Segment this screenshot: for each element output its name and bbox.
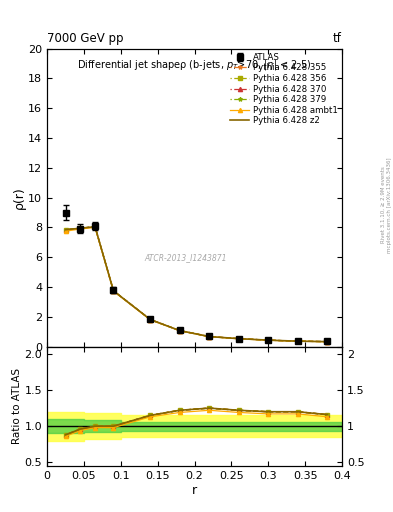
Pythia 6.428 356 [266, 337, 270, 343]
Pythia 6.428 356 [178, 328, 182, 334]
Pythia 6.428 ambt1 [237, 336, 241, 342]
Pythia 6.428 379 [207, 333, 212, 339]
Pythia 6.428 370 [78, 225, 83, 231]
Pythia 6.428 356 [325, 338, 330, 345]
Pythia 6.428 370 [148, 316, 152, 323]
Pythia 6.428 z2 [296, 338, 300, 344]
Text: mcplots.cern.ch [arXiv:1306.3436]: mcplots.cern.ch [arXiv:1306.3436] [387, 157, 391, 252]
Pythia 6.428 356 [78, 225, 83, 231]
Line: Pythia 6.428 ambt1: Pythia 6.428 ambt1 [64, 225, 329, 344]
Pythia 6.428 ambt1 [148, 317, 152, 323]
Pythia 6.428 355 [207, 333, 212, 339]
Y-axis label: Ratio to ATLAS: Ratio to ATLAS [12, 368, 22, 444]
Text: tf: tf [333, 32, 342, 45]
Pythia 6.428 ambt1 [63, 228, 68, 234]
Pythia 6.428 379 [325, 338, 330, 345]
Pythia 6.428 355 [237, 335, 241, 342]
Pythia 6.428 z2 [63, 227, 68, 233]
Pythia 6.428 356 [63, 227, 68, 233]
Pythia 6.428 379 [93, 224, 97, 230]
Pythia 6.428 z2 [237, 335, 241, 342]
Y-axis label: ρ(r): ρ(r) [13, 186, 26, 209]
Pythia 6.428 355 [148, 316, 152, 323]
Line: Pythia 6.428 356: Pythia 6.428 356 [64, 225, 329, 344]
Pythia 6.428 370 [111, 288, 116, 294]
Pythia 6.428 355 [325, 338, 330, 345]
Legend: ATLAS, Pythia 6.428 355, Pythia 6.428 356, Pythia 6.428 370, Pythia 6.428 379, P: ATLAS, Pythia 6.428 355, Pythia 6.428 35… [229, 51, 339, 127]
Pythia 6.428 356 [296, 338, 300, 344]
Text: 7000 GeV pp: 7000 GeV pp [47, 32, 124, 45]
Text: ATCR-2013_I1243871: ATCR-2013_I1243871 [145, 253, 227, 262]
Line: Pythia 6.428 379: Pythia 6.428 379 [64, 225, 329, 344]
Pythia 6.428 z2 [266, 337, 270, 343]
Line: Pythia 6.428 355: Pythia 6.428 355 [64, 225, 329, 344]
Pythia 6.428 370 [178, 328, 182, 334]
Pythia 6.428 379 [111, 288, 116, 294]
Line: Pythia 6.428 z2: Pythia 6.428 z2 [66, 227, 327, 342]
Pythia 6.428 355 [78, 225, 83, 231]
Pythia 6.428 370 [63, 227, 68, 233]
Pythia 6.428 z2 [93, 224, 97, 230]
Pythia 6.428 355 [178, 328, 182, 334]
Text: Differential jet shapeρ (b-jets, $p_{T}$>70, $|\eta|$ < 2.5): Differential jet shapeρ (b-jets, $p_{T}$… [77, 57, 312, 72]
Pythia 6.428 356 [237, 335, 241, 342]
Pythia 6.428 370 [296, 338, 300, 344]
Pythia 6.428 356 [148, 316, 152, 323]
Pythia 6.428 ambt1 [207, 334, 212, 340]
Pythia 6.428 355 [111, 288, 116, 294]
Pythia 6.428 z2 [207, 333, 212, 339]
Pythia 6.428 ambt1 [325, 339, 330, 345]
Pythia 6.428 ambt1 [78, 226, 83, 232]
Pythia 6.428 ambt1 [93, 224, 97, 230]
Pythia 6.428 370 [266, 337, 270, 343]
Pythia 6.428 355 [63, 227, 68, 233]
Pythia 6.428 379 [296, 338, 300, 344]
Text: Rivet 3.1.10, ≥ 2.9M events: Rivet 3.1.10, ≥ 2.9M events [381, 166, 386, 243]
Pythia 6.428 ambt1 [266, 337, 270, 344]
Pythia 6.428 370 [207, 333, 212, 339]
Pythia 6.428 ambt1 [178, 328, 182, 334]
Pythia 6.428 355 [93, 224, 97, 230]
Pythia 6.428 355 [266, 337, 270, 343]
Pythia 6.428 379 [237, 335, 241, 342]
Pythia 6.428 356 [93, 224, 97, 230]
Pythia 6.428 z2 [148, 316, 152, 323]
Pythia 6.428 z2 [78, 225, 83, 231]
Pythia 6.428 z2 [178, 328, 182, 334]
Pythia 6.428 356 [111, 288, 116, 294]
Pythia 6.428 ambt1 [111, 288, 116, 294]
Pythia 6.428 370 [237, 335, 241, 342]
Pythia 6.428 379 [78, 225, 83, 231]
Pythia 6.428 370 [93, 224, 97, 230]
Pythia 6.428 z2 [325, 338, 330, 345]
Pythia 6.428 379 [266, 337, 270, 343]
Pythia 6.428 z2 [111, 288, 116, 294]
Pythia 6.428 355 [296, 338, 300, 344]
Pythia 6.428 356 [207, 333, 212, 339]
X-axis label: r: r [192, 483, 197, 497]
Pythia 6.428 ambt1 [296, 338, 300, 344]
Pythia 6.428 379 [63, 227, 68, 233]
Pythia 6.428 379 [148, 316, 152, 323]
Pythia 6.428 379 [178, 328, 182, 334]
Pythia 6.428 370 [325, 338, 330, 345]
Line: Pythia 6.428 370: Pythia 6.428 370 [64, 225, 329, 344]
